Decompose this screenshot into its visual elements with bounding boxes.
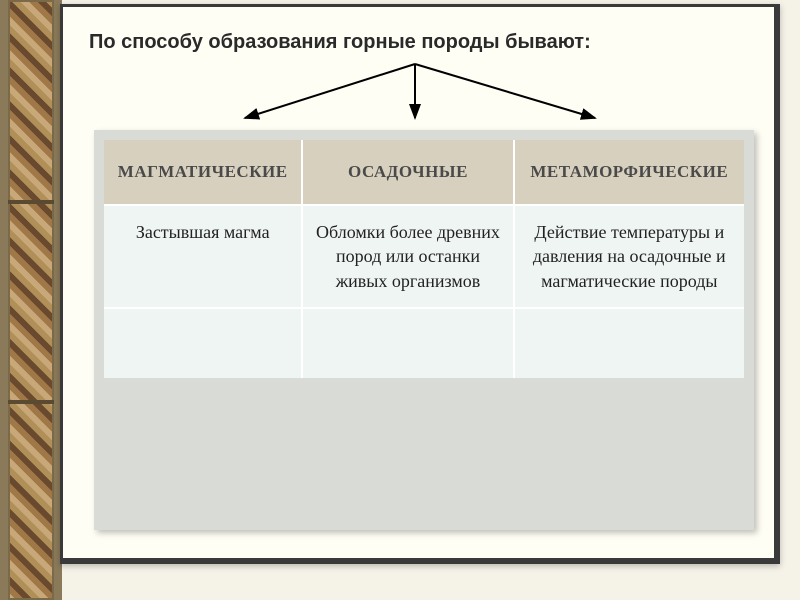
slide-title: По способу образования горные породы быв… bbox=[89, 31, 748, 54]
decorative-sidebar bbox=[0, 0, 62, 600]
rock-types-table: МАГМАТИЧЕСКИЕ ОСАДОЧНЫЕ МЕТАМОРФИЧЕСКИЕ … bbox=[104, 140, 744, 378]
cell-empty bbox=[302, 308, 513, 378]
table-row bbox=[104, 308, 744, 378]
table-row: Застывшая магма Обломки более древних по… bbox=[104, 205, 744, 308]
cell-magmatic-desc: Застывшая магма bbox=[104, 205, 302, 308]
col-header-metamorphic: МЕТАМОРФИЧЕСКИЕ bbox=[514, 140, 744, 205]
cell-empty bbox=[514, 308, 744, 378]
rock-types-table-wrap: МАГМАТИЧЕСКИЕ ОСАДОЧНЫЕ МЕТАМОРФИЧЕСКИЕ … bbox=[94, 130, 754, 530]
cell-metamorphic-desc: Действие температуры и давления на осадо… bbox=[514, 205, 744, 308]
woven-pattern-strip bbox=[8, 0, 54, 600]
col-header-magmatic: МАГМАТИЧЕСКИЕ bbox=[104, 140, 302, 205]
cell-empty bbox=[104, 308, 302, 378]
col-header-sedimentary: ОСАДОЧНЫЕ bbox=[302, 140, 513, 205]
table-header-row: МАГМАТИЧЕСКИЕ ОСАДОЧНЫЕ МЕТАМОРФИЧЕСКИЕ bbox=[104, 140, 744, 205]
cell-sedimentary-desc: Обломки более древних пород или останки … bbox=[302, 205, 513, 308]
arrow-diagram bbox=[85, 62, 752, 122]
